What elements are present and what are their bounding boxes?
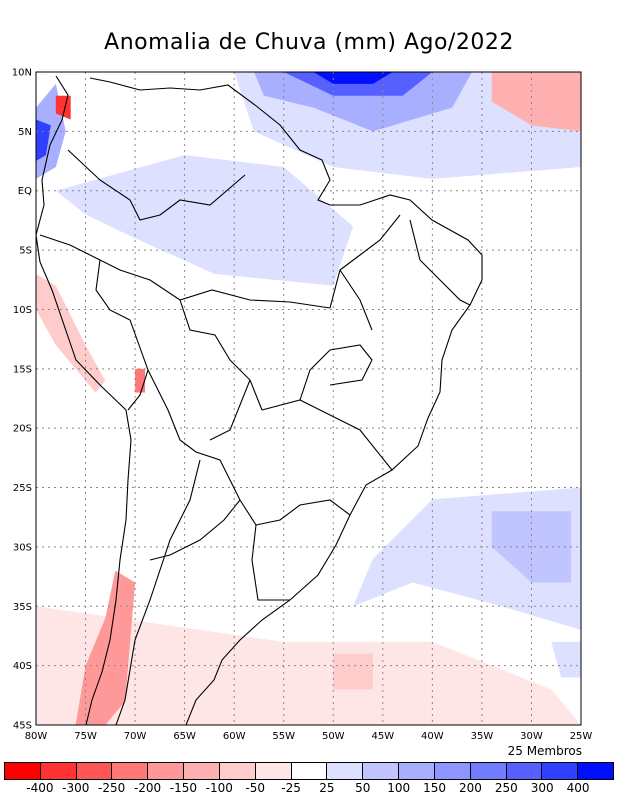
colorbar-label: -25 [281,781,301,795]
map-title: Anomalia de Chuva (mm) Ago/2022 [104,30,514,55]
anomaly-region-1 [254,72,472,132]
colorbar-cell [76,763,113,779]
lon-tick-label: 60W [223,731,246,742]
anomaly-region-13 [75,570,136,725]
lon-tick-label: 70W [124,731,147,742]
lat-tick-label: 25S [13,483,32,494]
south-america-coastline [36,75,483,725]
colorbar-cell [255,763,292,779]
coastline-and-borders [36,75,483,725]
colorbar-label: -150 [169,781,198,795]
lon-tick-label: 40W [421,731,444,742]
colorbar-cell [363,763,400,779]
colorbar-cell [470,763,507,779]
colorbar-label: 400 [566,781,590,795]
lon-tick-label: 50W [322,731,345,742]
colorbar-cell [112,763,149,779]
anomaly-region-9 [551,641,581,678]
lat-tick-label: EQ [18,186,32,197]
anomaly-region-16 [55,95,71,120]
colorbar-label: 300 [530,781,554,795]
lat-tick-label: 10N [12,68,32,79]
lon-tick-label: 30W [520,731,543,742]
anomaly-region-5 [36,119,51,162]
colorbar-label: 250 [494,781,518,795]
lon-tick-label: 25W [570,731,593,742]
lon-tick-label: 65W [173,731,196,742]
lat-tick-label: 10S [13,305,32,316]
lon-tick-label: 80W [25,731,48,742]
anomaly-region-12 [36,606,581,725]
lat-tick-label: 35S [13,602,32,613]
lon-tick-label: 55W [272,731,295,742]
colorbar-cell [434,763,471,779]
colorbar-cell [5,763,41,779]
colorbar-cell [291,763,328,779]
lon-tick-label: 35W [471,731,494,742]
colorbar-label: 100 [387,781,411,795]
anomaly-region-15 [135,368,145,393]
lat-tick-label: 45S [13,721,32,732]
colorbar-labels: -400 -300 -250 -200 -150 -100 -50 -25 25 50 100 150… [4,781,614,797]
grid-lines [36,72,581,725]
colorbar-label: 25 [319,781,335,795]
longitude-tick-labels: 80W 75W 70W 65W 60W 55W 50W 45W 40W 35W 30W 25W [25,731,593,742]
colorbar-label: -50 [245,781,265,795]
colorbar-label: 50 [355,781,371,795]
colorbar-label: 200 [459,781,482,795]
anomaly-region-17 [333,653,373,690]
rainfall-anomaly-map: 10N 5N EQ 5S 10S 15S 20S 25S 30S 35S 40S 45S 80W 75W… [12,68,593,743]
colorbar-label: -250 [98,781,126,795]
colorbar [4,762,614,780]
plot-frame [35,71,582,726]
colorbar-cell [578,763,614,779]
anomaly-region-3 [313,72,393,84]
anomaly-region-6 [55,155,354,286]
latitude-tick-labels: 10N 5N EQ 5S 10S 15S 20S 25S 30S 35S 40S 45S [12,68,32,732]
lat-tick-label: 5N [18,127,32,138]
colorbar-label: -300 [62,781,90,795]
lat-tick-label: 30S [13,542,32,553]
colorbar-label: -100 [205,781,233,795]
colorbar-cell [219,763,256,779]
colorbar-label: 150 [423,781,447,795]
colorbar-cell [506,763,543,779]
lat-tick-label: 20S [13,424,32,435]
lon-tick-label: 45W [372,731,395,742]
lon-tick-label: 75W [74,731,97,742]
lat-tick-label: 15S [13,364,32,375]
colorbar-cell [184,763,220,779]
colorbar-cell [542,763,579,779]
colorbar-cell [399,763,435,779]
colorbar-cell [327,763,364,779]
colorbar-cell [148,763,185,779]
lat-tick-label: 5S [19,246,32,257]
anomaly-region-11 [491,72,581,132]
colorbar-cell [40,763,77,779]
members-label: 25 Membros [507,744,582,758]
colorbar-label: -200 [133,781,162,795]
country-borders [39,149,471,725]
lat-tick-label: 40S [13,661,32,672]
colorbar-label: -400 [26,781,54,795]
anomaly-shading [36,72,581,725]
anomaly-region-14 [36,273,106,393]
